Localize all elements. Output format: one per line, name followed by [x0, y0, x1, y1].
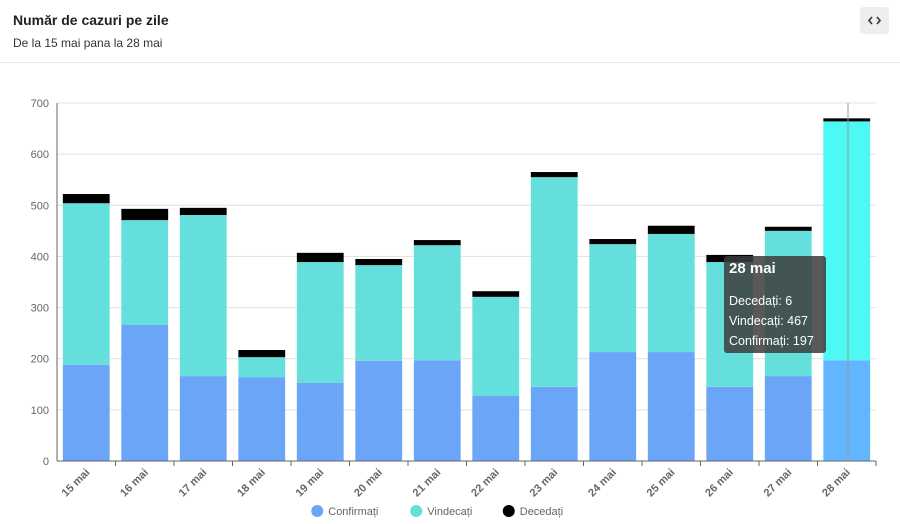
bar-group	[472, 291, 520, 461]
bar-segment	[823, 118, 871, 122]
bar-group	[355, 258, 403, 461]
tooltip-line: Vindecați467	[729, 311, 821, 331]
tooltip-value: 467	[787, 314, 809, 328]
bar-segment	[764, 376, 812, 461]
bar-segment	[238, 350, 286, 358]
tooltip-label: Decedați	[729, 294, 785, 308]
code-icon	[867, 16, 882, 25]
bar-segment	[413, 240, 461, 246]
bar-segment	[355, 265, 403, 361]
tooltip-value: 197	[792, 334, 814, 348]
y-tick-label: 100	[31, 405, 49, 417]
tooltip-label: Confirmați	[729, 334, 793, 348]
x-tick-label: 21 mai	[411, 467, 444, 500]
legend-marker	[410, 505, 423, 517]
bar-segment	[589, 239, 637, 245]
bar-group	[823, 118, 871, 461]
bar-segment	[413, 245, 461, 361]
x-tick-label: 22 mai	[469, 467, 502, 500]
bar-segment	[530, 386, 578, 461]
chart-title: Număr de cazuri pe zile	[13, 12, 169, 28]
y-tick-label: 600	[31, 149, 49, 161]
x-tick-label: 16 mai	[118, 467, 151, 500]
bar-segment	[296, 262, 344, 383]
bar-segment	[647, 225, 695, 234]
bar-segment	[413, 360, 461, 461]
bar-segment	[179, 207, 227, 216]
y-tick-label: 700	[31, 98, 49, 110]
bar-group	[296, 252, 344, 461]
embed-button[interactable]	[860, 7, 889, 34]
bar-group	[413, 240, 461, 461]
x-tick-label: 28 mai	[820, 467, 853, 500]
y-tick-label: 300	[31, 303, 49, 315]
bar-segment	[530, 177, 578, 387]
x-tick-label: 15 mai	[60, 467, 93, 500]
x-tick-label: 24 mai	[586, 467, 619, 500]
bar-segment	[764, 226, 812, 231]
bar-group	[647, 225, 695, 461]
bar-segment	[589, 244, 637, 353]
bar-segment	[823, 121, 871, 361]
bar-segment	[121, 324, 169, 461]
tooltip: 28 mai Decedați6 Vindecați467 Confirmați…	[724, 256, 826, 353]
bar-segment	[62, 194, 110, 204]
bar-segment	[238, 377, 286, 461]
bar-segment	[706, 386, 754, 461]
tooltip-line: Decedați6	[729, 291, 821, 311]
x-tick-label: 19 mai	[294, 467, 327, 500]
x-tick-label: 27 mai	[762, 467, 795, 500]
bar-segment	[121, 220, 169, 325]
x-tick-label: 18 mai	[235, 467, 268, 500]
bar-group	[121, 208, 169, 461]
bar-segment	[121, 208, 169, 221]
bar-group	[62, 194, 110, 461]
bar-segment	[530, 172, 578, 178]
bar-segment	[296, 252, 344, 263]
bar-group	[530, 172, 578, 461]
legend-marker	[311, 505, 324, 517]
tooltip-title: 28 mai	[729, 260, 776, 277]
header-separator	[0, 62, 900, 63]
bar-group	[238, 350, 286, 461]
bar-group	[589, 239, 637, 461]
bar-segment	[472, 291, 520, 297]
legend-label: Vindecați	[427, 506, 472, 518]
legend-label: Confirmați	[328, 506, 378, 518]
bar-segment	[238, 357, 286, 378]
bar-segment	[62, 364, 110, 461]
bar-segment	[472, 396, 520, 461]
bar-segment	[647, 352, 695, 461]
bar-segment	[589, 352, 637, 461]
legend-marker	[502, 505, 515, 517]
bar-segment	[355, 360, 403, 461]
bar-segment	[179, 215, 227, 377]
y-tick-label: 200	[31, 354, 49, 366]
bar-segment	[296, 382, 344, 461]
bar-group	[179, 207, 227, 461]
y-tick-label: 0	[43, 456, 49, 468]
chart-subtitle: De la 15 mai pana la 28 mai	[13, 36, 163, 50]
bar-segment	[355, 258, 403, 266]
x-tick-label: 26 mai	[703, 467, 736, 500]
tooltip-value: 6	[785, 294, 793, 308]
legend-label: Decedați	[520, 506, 563, 518]
bar-segment	[647, 233, 695, 353]
x-tick-label: 17 mai	[177, 467, 210, 500]
bar-segment	[472, 296, 520, 397]
y-tick-label: 400	[31, 251, 49, 263]
bar-segment	[823, 360, 871, 461]
bar-segment	[62, 203, 110, 365]
tooltip-label: Vindecați	[729, 314, 787, 328]
x-tick-label: 20 mai	[352, 467, 385, 500]
x-tick-label: 25 mai	[645, 467, 678, 500]
x-tick-label: 23 mai	[528, 467, 561, 500]
y-tick-label: 500	[31, 200, 49, 212]
tooltip-line: Confirmați197	[729, 331, 821, 351]
bar-segment	[179, 376, 227, 461]
